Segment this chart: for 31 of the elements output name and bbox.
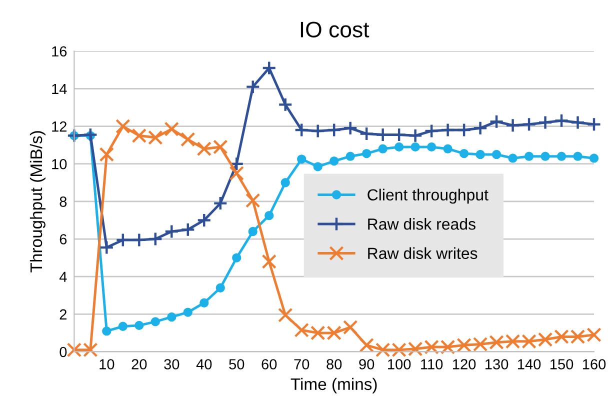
x-tick-label: 70 [294, 359, 310, 370]
x-axis-title: Time (mins) [290, 378, 377, 394]
x-tick-label: 50 [229, 359, 244, 370]
legend-label: Client throughput [368, 188, 488, 204]
x-tick-label: 20 [132, 359, 147, 370]
x-tick-label: 40 [196, 359, 212, 370]
x-tick-label: 80 [326, 359, 342, 370]
x-tick-label: 140 [518, 359, 541, 370]
y-tick-label: 0 [60, 346, 67, 358]
y-tick-label: 4 [59, 272, 67, 282]
x-tick-label: 110 [421, 359, 443, 370]
x-tick-label: 130 [485, 359, 508, 370]
y-tick-label: 6 [60, 234, 67, 244]
legend-label: Raw disk reads [368, 218, 476, 230]
y-axis-title: Throughput (MiB/s) [30, 131, 46, 272]
y-tick-label: 16 [52, 46, 67, 57]
y-tick-label: 10 [52, 158, 67, 170]
x-tick-label: 120 [453, 359, 476, 370]
legend-label: Raw disk writes [368, 247, 478, 260]
x-tick-label: 100 [388, 359, 411, 370]
x-tick-label: 10 [100, 359, 114, 370]
y-tick-label: 12 [52, 121, 66, 132]
x-tick-label: 160 [582, 359, 606, 370]
chart-title: IO cost [300, 22, 370, 38]
y-tick-label: 14 [52, 84, 67, 94]
x-tick-label: 30 [164, 359, 180, 370]
x-tick-label: 90 [359, 359, 374, 370]
x-tick-label: 150 [550, 359, 574, 370]
y-tick-label: 2 [60, 309, 66, 320]
x-tick-label: 60 [262, 359, 277, 370]
y-tick-label: 8 [60, 196, 67, 207]
